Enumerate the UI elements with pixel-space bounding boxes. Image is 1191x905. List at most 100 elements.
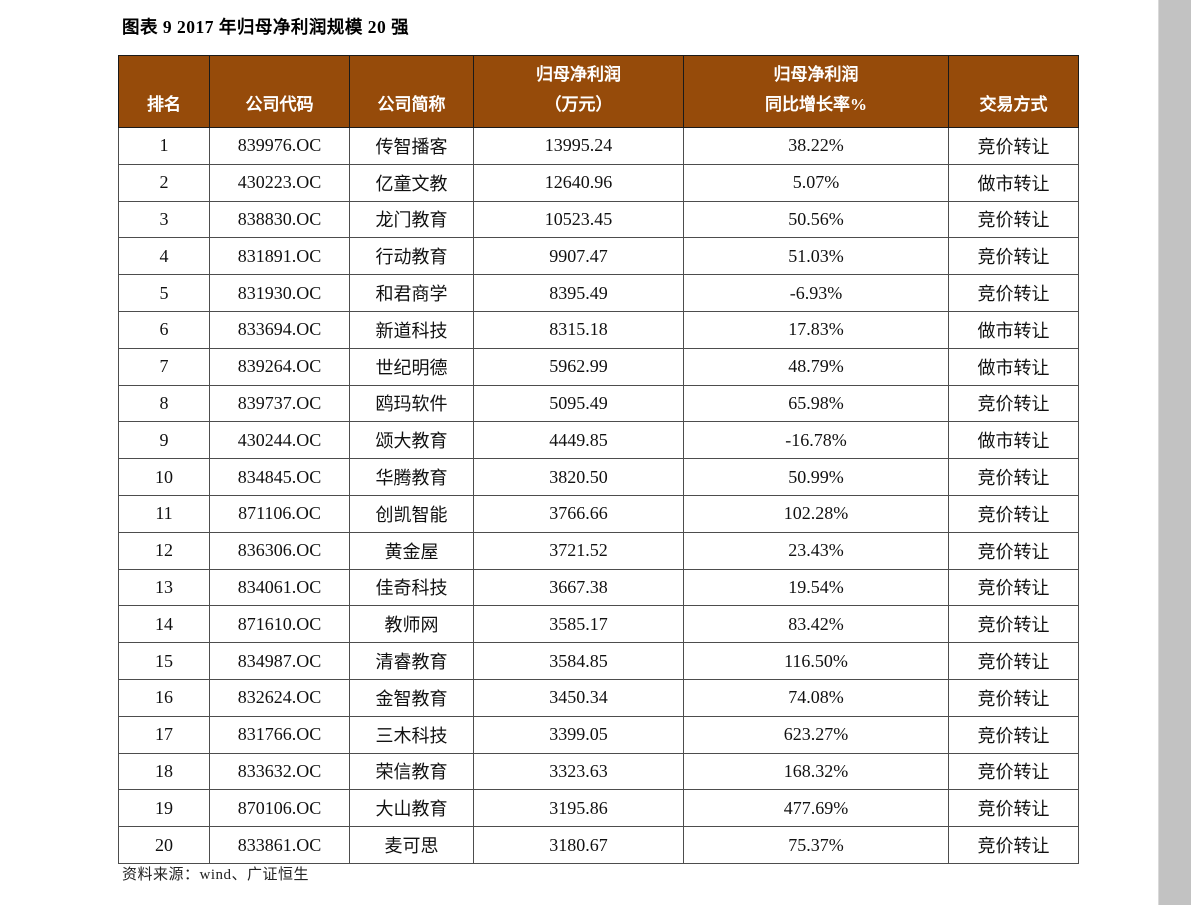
- cell-profit: 5962.99: [473, 347, 684, 386]
- cell-rank: 13: [118, 568, 210, 607]
- cell-name: 颂大教育: [349, 421, 474, 460]
- scrollbar-track[interactable]: [1158, 0, 1191, 905]
- cell-code: 839264.OC: [209, 347, 350, 386]
- cell-profit: 10523.45: [473, 200, 684, 239]
- col-header-method: 交易方式: [948, 55, 1079, 128]
- cell-name: 大山教育: [349, 789, 474, 828]
- cell-growth: 50.99%: [683, 458, 949, 496]
- col-header-name-label: 公司简称: [377, 95, 446, 114]
- col-header-profit-line1: 归母净利润: [536, 65, 621, 84]
- cell-method: 竞价转让: [948, 200, 1079, 239]
- cell-profit: 3766.66: [473, 494, 684, 533]
- cell-growth: 74.08%: [683, 678, 949, 717]
- table-row: 12 836306.OC 黄金屋 3721.52 23.43% 竞价转让: [118, 531, 1079, 570]
- cell-growth: 116.50%: [683, 642, 949, 680]
- table-row: 3 838830.OC 龙门教育 10523.45 50.56% 竞价转让: [118, 200, 1079, 239]
- cell-name: 龙门教育: [349, 200, 474, 239]
- cell-rank: 7: [118, 347, 210, 386]
- cell-growth: 102.28%: [683, 494, 949, 533]
- cell-method: 做市转让: [948, 310, 1079, 349]
- cell-code: 430223.OC: [209, 163, 350, 202]
- table-row: 17 831766.OC 三木科技 3399.05 623.27% 竞价转让: [118, 715, 1079, 754]
- cell-growth: -6.93%: [683, 274, 949, 312]
- cell-name: 传智播客: [349, 127, 474, 165]
- cell-code: 833694.OC: [209, 310, 350, 349]
- cell-code: 870106.OC: [209, 789, 350, 828]
- table-row: 19 870106.OC 大山教育 3195.86 477.69% 竞价转让: [118, 789, 1079, 828]
- cell-profit: 4449.85: [473, 421, 684, 460]
- cell-growth: 83.42%: [683, 605, 949, 644]
- cell-growth: 19.54%: [683, 568, 949, 607]
- col-header-rank: 排名: [118, 55, 210, 128]
- cell-rank: 15: [118, 642, 210, 680]
- table-row: 10 834845.OC 华腾教育 3820.50 50.99% 竞价转让: [118, 458, 1079, 496]
- col-header-name: 公司简称: [349, 55, 474, 128]
- cell-code: 834845.OC: [209, 458, 350, 496]
- cell-code: 871106.OC: [209, 494, 350, 533]
- cell-name: 华腾教育: [349, 458, 474, 496]
- cell-profit: 3180.67: [473, 826, 684, 864]
- col-header-growth-line1: 归母净利润: [773, 65, 859, 84]
- col-header-profit-line2: （万元）: [544, 95, 613, 114]
- cell-code: 832624.OC: [209, 678, 350, 717]
- cell-method: 竞价转让: [948, 237, 1079, 276]
- cell-method: 竞价转让: [948, 568, 1079, 607]
- table-row: 4 831891.OC 行动教育 9907.47 51.03% 竞价转让: [118, 237, 1079, 276]
- table-row: 13 834061.OC 佳奇科技 3667.38 19.54% 竞价转让: [118, 568, 1079, 607]
- cell-profit: 8395.49: [473, 274, 684, 312]
- cell-name: 麦可思: [349, 826, 474, 864]
- cell-name: 金智教育: [349, 678, 474, 717]
- cell-name: 黄金屋: [349, 531, 474, 570]
- cell-name: 佳奇科技: [349, 568, 474, 607]
- profit-ranking-table: 排名 公司代码 公司简称 归母净利润 （万元） 归母净利润 同比增长率% 交易方…: [118, 55, 1079, 864]
- cell-growth: 168.32%: [683, 752, 949, 791]
- cell-rank: 5: [118, 274, 210, 312]
- cell-growth: 477.69%: [683, 789, 949, 828]
- cell-code: 833861.OC: [209, 826, 350, 864]
- table-row: 11 871106.OC 创凯智能 3766.66 102.28% 竞价转让: [118, 494, 1079, 533]
- cell-code: 831930.OC: [209, 274, 350, 312]
- cell-method: 做市转让: [948, 163, 1079, 202]
- data-source: 资料来源：wind、广证恒生: [122, 867, 310, 883]
- cell-profit: 3667.38: [473, 568, 684, 607]
- cell-growth: 23.43%: [683, 531, 949, 570]
- cell-rank: 12: [118, 531, 210, 570]
- table-row: 18 833632.OC 荣信教育 3323.63 168.32% 竞价转让: [118, 752, 1079, 791]
- cell-profit: 8315.18: [473, 310, 684, 349]
- table-row: 14 871610.OC 教师网 3585.17 83.42% 竞价转让: [118, 605, 1079, 644]
- cell-growth: -16.78%: [683, 421, 949, 460]
- cell-profit: 12640.96: [473, 163, 684, 202]
- col-header-profit: 归母净利润 （万元）: [473, 55, 684, 128]
- figure-title: 图表 9 2017 年归母净利润规模 20 强: [122, 17, 410, 37]
- cell-code: 836306.OC: [209, 531, 350, 570]
- cell-code: 839737.OC: [209, 384, 350, 423]
- cell-profit: 3450.34: [473, 678, 684, 717]
- cell-rank: 6: [118, 310, 210, 349]
- cell-growth: 75.37%: [683, 826, 949, 864]
- cell-rank: 18: [118, 752, 210, 791]
- cell-growth: 38.22%: [683, 127, 949, 165]
- cell-name: 鸥玛软件: [349, 384, 474, 423]
- cell-name: 新道科技: [349, 310, 474, 349]
- cell-code: 838830.OC: [209, 200, 350, 239]
- table-row: 6 833694.OC 新道科技 8315.18 17.83% 做市转让: [118, 310, 1079, 349]
- cell-growth: 48.79%: [683, 347, 949, 386]
- cell-method: 竞价转让: [948, 127, 1079, 165]
- table-row: 5 831930.OC 和君商学 8395.49 -6.93% 竞价转让: [118, 274, 1079, 312]
- cell-rank: 10: [118, 458, 210, 496]
- cell-method: 竞价转让: [948, 494, 1079, 533]
- cell-method: 竞价转让: [948, 274, 1079, 312]
- col-header-growth-line2: 同比增长率%: [765, 95, 867, 114]
- cell-rank: 2: [118, 163, 210, 202]
- cell-code: 834061.OC: [209, 568, 350, 607]
- cell-name: 荣信教育: [349, 752, 474, 791]
- col-header-rank-label: 排名: [147, 95, 181, 114]
- cell-method: 竞价转让: [948, 605, 1079, 644]
- cell-code: 831766.OC: [209, 715, 350, 754]
- col-header-code-label: 公司代码: [245, 95, 314, 114]
- cell-code: 831891.OC: [209, 237, 350, 276]
- cell-rank: 3: [118, 200, 210, 239]
- cell-profit: 3584.85: [473, 642, 684, 680]
- cell-growth: 50.56%: [683, 200, 949, 239]
- cell-growth: 623.27%: [683, 715, 949, 754]
